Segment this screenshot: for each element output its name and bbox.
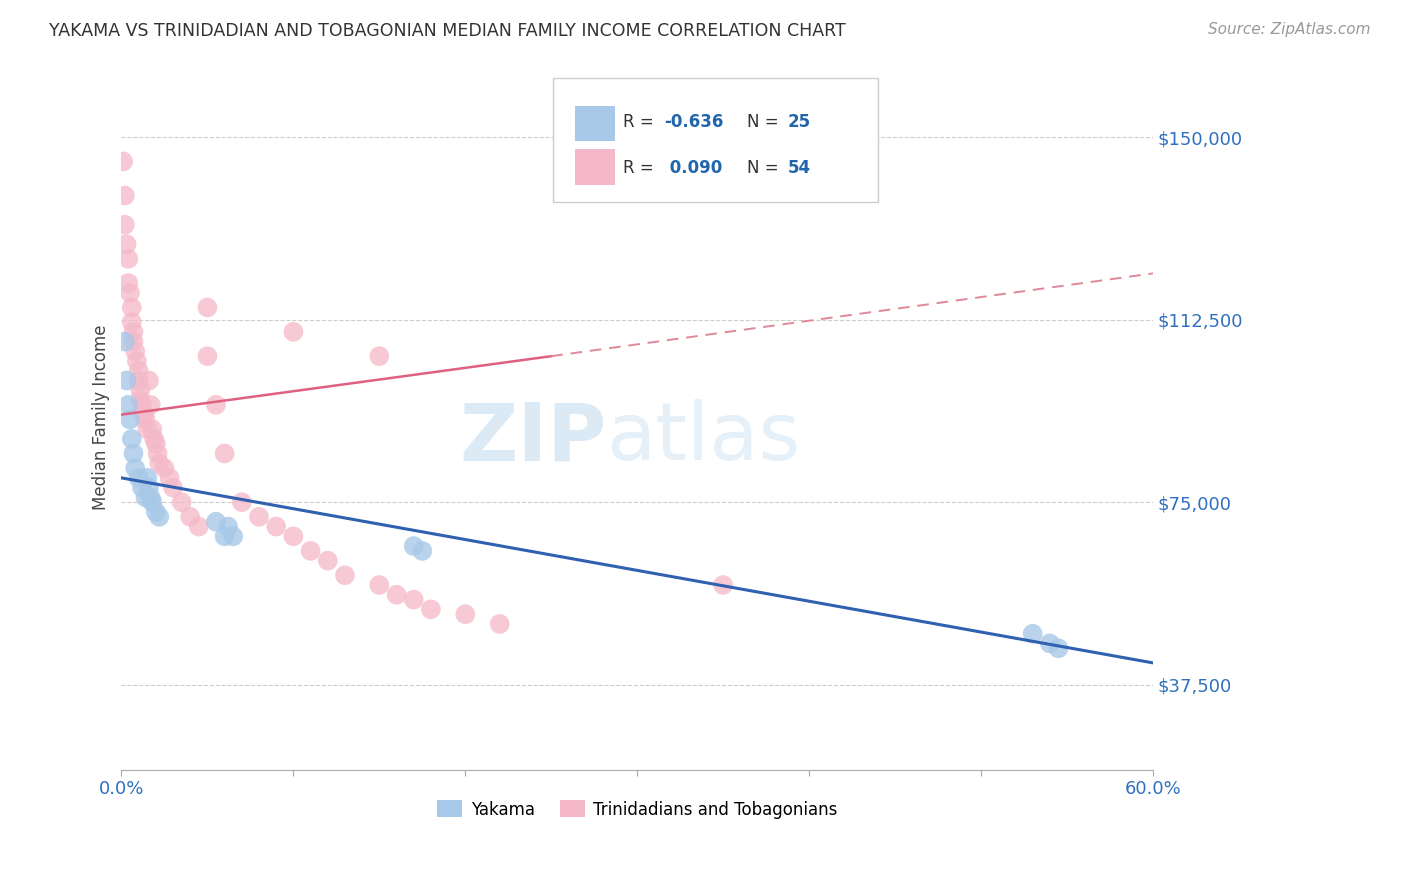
- Point: [134, 491, 156, 505]
- Point: [131, 398, 153, 412]
- Point: [148, 509, 170, 524]
- Point: [159, 471, 181, 485]
- Text: atlas: atlas: [606, 400, 800, 477]
- Point: [117, 252, 139, 266]
- Point: [316, 554, 339, 568]
- Point: [122, 446, 145, 460]
- Point: [115, 374, 138, 388]
- Point: [283, 529, 305, 543]
- Point: [454, 607, 477, 622]
- Point: [112, 154, 135, 169]
- Point: [122, 334, 145, 349]
- Point: [197, 301, 219, 315]
- Point: [333, 568, 356, 582]
- FancyBboxPatch shape: [575, 106, 614, 141]
- Point: [217, 519, 239, 533]
- Point: [129, 392, 152, 407]
- Text: 0.090: 0.090: [664, 159, 723, 177]
- Point: [247, 509, 270, 524]
- Point: [283, 325, 305, 339]
- Point: [197, 349, 219, 363]
- Point: [205, 398, 228, 412]
- Point: [117, 398, 139, 412]
- Point: [179, 509, 201, 524]
- Point: [129, 384, 152, 398]
- Point: [148, 456, 170, 470]
- Point: [114, 218, 136, 232]
- Point: [121, 432, 143, 446]
- Point: [146, 446, 169, 460]
- Text: -0.636: -0.636: [664, 113, 724, 131]
- Text: R =: R =: [623, 159, 659, 177]
- Point: [125, 354, 148, 368]
- Text: R =: R =: [623, 113, 659, 131]
- Point: [124, 344, 146, 359]
- Point: [205, 515, 228, 529]
- Point: [136, 422, 159, 436]
- Text: 25: 25: [787, 113, 811, 131]
- Point: [134, 412, 156, 426]
- Point: [488, 616, 510, 631]
- Point: [711, 578, 734, 592]
- Point: [1039, 636, 1062, 650]
- Text: N =: N =: [747, 113, 783, 131]
- Point: [132, 408, 155, 422]
- Point: [141, 495, 163, 509]
- Point: [170, 495, 193, 509]
- Text: Source: ZipAtlas.com: Source: ZipAtlas.com: [1208, 22, 1371, 37]
- Text: YAKAMA VS TRINIDADIAN AND TOBAGONIAN MEDIAN FAMILY INCOME CORRELATION CHART: YAKAMA VS TRINIDADIAN AND TOBAGONIAN MED…: [49, 22, 846, 40]
- Point: [128, 374, 150, 388]
- Point: [299, 544, 322, 558]
- Point: [117, 276, 139, 290]
- Point: [139, 398, 162, 412]
- Point: [419, 602, 441, 616]
- Point: [138, 481, 160, 495]
- Point: [128, 471, 150, 485]
- Point: [114, 188, 136, 202]
- Point: [411, 544, 433, 558]
- Point: [141, 422, 163, 436]
- Text: N =: N =: [747, 159, 783, 177]
- FancyBboxPatch shape: [575, 150, 614, 185]
- Point: [402, 592, 425, 607]
- Point: [121, 301, 143, 315]
- Point: [124, 461, 146, 475]
- Point: [136, 471, 159, 485]
- Point: [187, 519, 209, 533]
- Point: [145, 505, 167, 519]
- Point: [138, 374, 160, 388]
- FancyBboxPatch shape: [553, 78, 877, 202]
- Point: [128, 364, 150, 378]
- Point: [145, 437, 167, 451]
- Point: [1021, 626, 1043, 640]
- Point: [114, 334, 136, 349]
- Point: [153, 461, 176, 475]
- Point: [162, 481, 184, 495]
- Point: [115, 237, 138, 252]
- Point: [139, 491, 162, 505]
- Point: [121, 315, 143, 329]
- Point: [231, 495, 253, 509]
- Point: [118, 285, 141, 300]
- Point: [368, 349, 391, 363]
- Y-axis label: Median Family Income: Median Family Income: [93, 325, 110, 510]
- Point: [131, 481, 153, 495]
- Legend: Yakama, Trinidadians and Tobagonians: Yakama, Trinidadians and Tobagonians: [430, 794, 844, 825]
- Point: [118, 412, 141, 426]
- Point: [122, 325, 145, 339]
- Point: [214, 446, 236, 460]
- Text: 54: 54: [787, 159, 811, 177]
- Point: [368, 578, 391, 592]
- Point: [385, 588, 408, 602]
- Text: ZIP: ZIP: [458, 400, 606, 477]
- Point: [402, 539, 425, 553]
- Point: [143, 432, 166, 446]
- Point: [214, 529, 236, 543]
- Point: [264, 519, 287, 533]
- Point: [222, 529, 245, 543]
- Point: [1047, 641, 1070, 656]
